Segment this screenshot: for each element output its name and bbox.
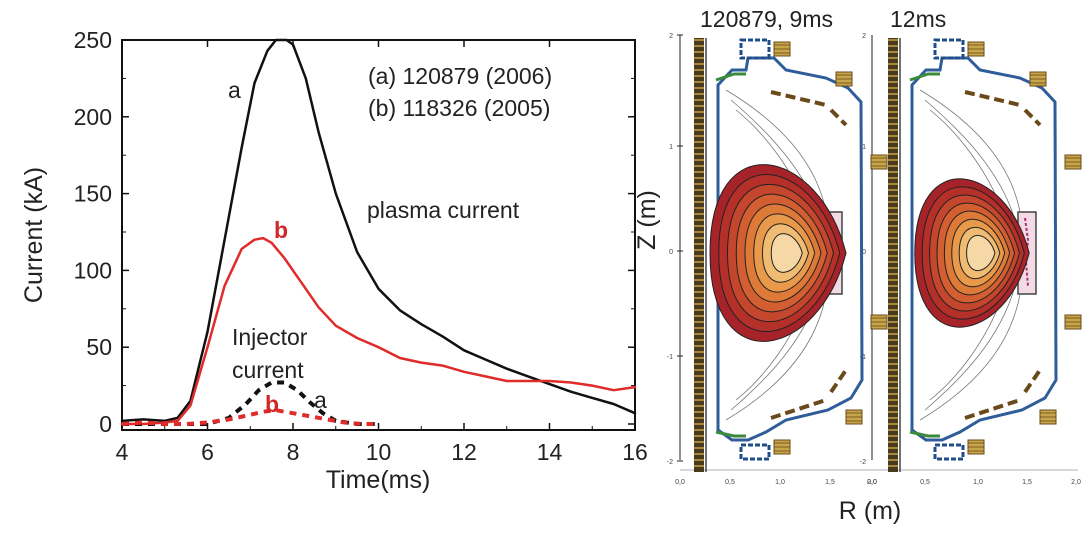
eq-y-tick-label: -1 — [667, 354, 673, 361]
injector-label-line2: current — [232, 357, 304, 383]
eq-x-tick-label-1: 1,5 — [825, 479, 835, 486]
lower-plates — [964, 368, 1042, 420]
series-group — [120, 38, 637, 426]
eq-y-tick-label: 2 — [669, 33, 673, 40]
eq-x-axis-label: R (m) — [839, 497, 901, 525]
lower-port — [933, 443, 965, 461]
vessel-wall — [716, 56, 864, 442]
eq-y-tick-label-2: 1 — [862, 144, 866, 151]
series-line-a-solid — [120, 38, 637, 423]
eq-y-tick-label: 1 — [669, 144, 673, 151]
eq-x-tick-label-2: 1,5 — [1022, 479, 1032, 486]
y-tick-label: 50 — [86, 334, 112, 360]
series-line-a-dashed — [122, 380, 379, 426]
y-tick-label: 250 — [74, 27, 112, 53]
upper-port — [739, 38, 771, 60]
eq-x-tick-label-2: 2,0 — [1071, 479, 1081, 486]
plasma-current-label: plasma current — [367, 197, 520, 223]
upper-port — [933, 38, 965, 60]
upper-plates — [964, 90, 1042, 127]
eq-x-tick-label-1: 2,0 — [867, 479, 877, 486]
injector-label-line1: Injector — [232, 324, 308, 350]
y-axis-label: Current (kA) — [20, 167, 48, 303]
upper-divertor — [715, 72, 746, 82]
series-line-b-solid — [120, 236, 637, 426]
eq-x-tick-label-2: 0,5 — [920, 479, 930, 486]
upper-plates — [770, 90, 848, 127]
panel-title-2: 12ms — [890, 6, 946, 32]
center-column — [888, 38, 898, 472]
center-column — [694, 38, 704, 472]
x-tick-label: 10 — [366, 439, 392, 465]
flux-surface — [966, 235, 996, 271]
x-tick-label: 6 — [201, 439, 214, 465]
line-chart: 4 6 8 10 12 14 16 0 50 100 150 200 250 Time(ms) Curr… — [20, 27, 648, 494]
eq-x-tick-label-1: 0,0 — [675, 479, 685, 486]
y-tick-label: 200 — [74, 104, 112, 130]
x-tick-label: 4 — [116, 439, 129, 465]
label-a-plasma: a — [228, 77, 241, 103]
x-tick-label: 14 — [537, 439, 563, 465]
label-b-plasma: b — [274, 217, 288, 243]
panel-title-1: 120879, 9ms — [700, 6, 833, 32]
equilibrium-panel-1 — [694, 38, 888, 472]
eq-y-tick-label-2: -2 — [860, 459, 866, 466]
flux-surface — [770, 233, 803, 273]
eq-y-tick-label: 0 — [669, 249, 673, 256]
lower-divertor — [909, 430, 940, 438]
legend-line-b: (b) 118326 (2005) — [368, 95, 550, 121]
x-tick-label: 8 — [287, 439, 300, 465]
antenna-strap — [1024, 217, 1030, 287]
open-field-lines — [725, 89, 827, 421]
x-axis-label: Time(ms) — [326, 466, 431, 494]
vessel-wall — [910, 56, 1058, 442]
label-a-injector: a — [314, 387, 327, 413]
legend-line-a: (a) 120879 (2006) — [368, 63, 552, 89]
equilibrium-panels: 120879, 9ms 12ms Z (m) R (m) 2 1 0 -1 -2 2 1 0 -… — [633, 6, 1082, 525]
eq-y-tick-label-2: 0 — [862, 249, 866, 256]
eq-y-tick-label: -2 — [667, 459, 673, 466]
eq-y-tick-label-2: 2 — [862, 33, 866, 40]
lower-plates — [770, 368, 848, 420]
eq-x-tick-label-2: 0,0 — [867, 479, 877, 486]
open-field-lines — [919, 89, 1021, 421]
eq-x-tick-label-1: 0,5 — [725, 479, 735, 486]
eq-x-tick-label-1: 1,0 — [775, 479, 785, 486]
upper-divertor — [909, 72, 940, 82]
lower-divertor — [715, 430, 746, 438]
x-tick-label: 16 — [622, 439, 648, 465]
y-tick-label: 150 — [74, 181, 112, 207]
tick-group: 4 6 8 10 12 14 16 0 50 100 150 200 250 — [74, 27, 648, 465]
y-tick-label: 100 — [74, 257, 112, 283]
eq-y-axis-label: Z (m) — [633, 190, 661, 250]
label-b-injector: b — [265, 391, 279, 417]
y-tick-label: 0 — [99, 411, 112, 437]
lower-port — [739, 443, 771, 461]
equilibrium-panel-2 — [888, 38, 1082, 472]
x-tick-label: 12 — [451, 439, 477, 465]
eq-x-tick-label-2: 1,0 — [973, 479, 983, 486]
